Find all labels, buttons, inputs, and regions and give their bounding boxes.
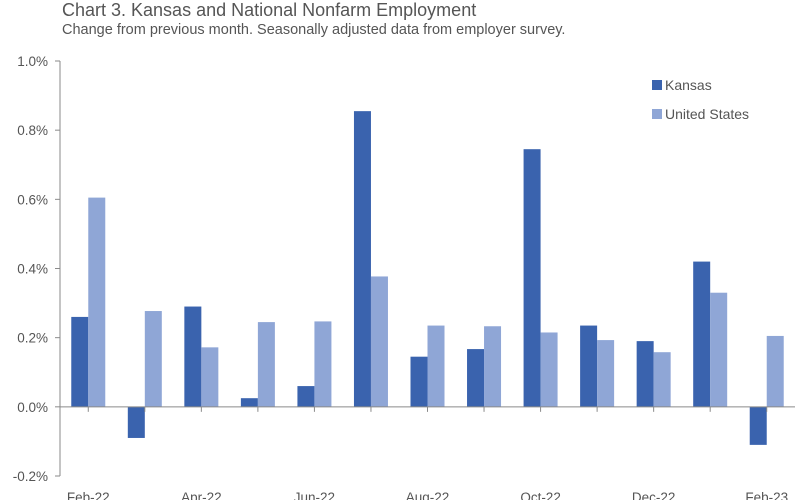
bar-united-states-feb-22 xyxy=(88,197,106,407)
x-tick-label: Jun-22 xyxy=(294,490,335,500)
bar-kansas-may-22 xyxy=(240,398,258,407)
y-tick-label: 1.0% xyxy=(17,54,48,69)
bar-united-states-feb-23 xyxy=(766,335,784,407)
bar-kansas-feb-22 xyxy=(71,316,89,407)
bar-united-states-may-22 xyxy=(257,322,275,407)
bars-group xyxy=(71,111,784,445)
bar-united-states-dec-22 xyxy=(653,352,671,407)
bar-united-states-jan-23 xyxy=(710,292,728,407)
x-tick-label: Feb-23 xyxy=(745,490,788,500)
bar-kansas-mar-22 xyxy=(127,406,145,438)
bar-kansas-aug-22 xyxy=(410,356,428,407)
bar-united-states-nov-22 xyxy=(597,340,615,407)
legend-swatch-united-states xyxy=(652,109,662,119)
legend-label-kansas: Kansas xyxy=(665,77,712,93)
y-tick-label: 0.4% xyxy=(17,262,48,277)
legend-swatch-kansas xyxy=(652,80,662,90)
bar-united-states-sep-22 xyxy=(484,326,502,407)
y-tick-label: 0.6% xyxy=(17,192,48,207)
bar-kansas-sep-22 xyxy=(467,349,485,407)
bar-united-states-aug-22 xyxy=(427,325,445,407)
bar-kansas-dec-22 xyxy=(636,341,654,407)
bar-kansas-jul-22 xyxy=(353,111,371,407)
axes-group: -0.2% 0.0% 0.2% 0.4% 0.6% 0.8% 1.0% Feb-22 Apr-2… xyxy=(13,54,795,500)
chart-subtitle: Change from previous month. Seasonally a… xyxy=(62,22,566,38)
x-tick-label: Dec-22 xyxy=(632,490,676,500)
x-tick-label: Apr-22 xyxy=(181,490,222,500)
x-tick-label: Oct-22 xyxy=(520,490,561,500)
y-tick-label: 0.8% xyxy=(17,123,48,138)
y-tick-label: 0.0% xyxy=(17,400,48,415)
bar-kansas-jan-23 xyxy=(693,261,711,407)
bar-united-states-jul-22 xyxy=(370,276,388,407)
bar-kansas-feb-23 xyxy=(749,406,767,445)
y-tick-label: 0.2% xyxy=(17,331,48,346)
chart-title: Chart 3. Kansas and National Nonfarm Emp… xyxy=(62,0,477,20)
x-tick-label: Feb-22 xyxy=(67,490,110,500)
bar-united-states-jun-22 xyxy=(314,321,332,407)
bar-kansas-apr-22 xyxy=(184,306,202,407)
x-tick-label: Aug-22 xyxy=(406,490,450,500)
legend-label-united-states: United States xyxy=(665,106,749,122)
y-tick-label: -0.2% xyxy=(13,469,48,484)
bar-united-states-oct-22 xyxy=(540,332,558,407)
bar-united-states-apr-22 xyxy=(201,347,219,407)
bar-kansas-nov-22 xyxy=(580,325,598,407)
legend: Kansas United States xyxy=(652,77,749,122)
bar-kansas-jun-22 xyxy=(297,386,315,407)
bar-united-states-mar-22 xyxy=(144,311,162,407)
bar-kansas-oct-22 xyxy=(523,149,541,407)
